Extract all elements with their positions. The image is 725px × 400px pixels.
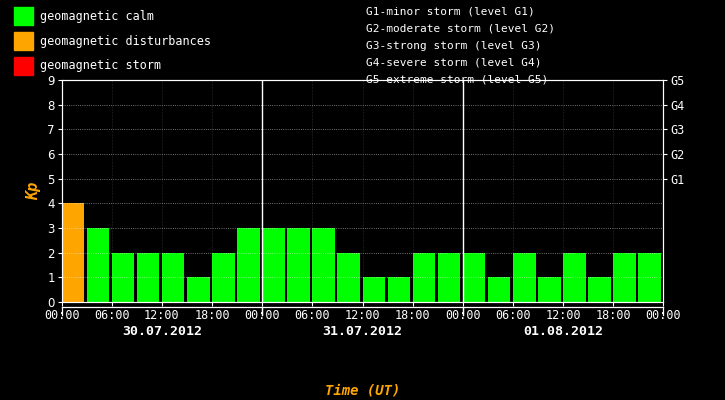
Bar (438, 253, 460, 302)
Text: G1-minor storm (level G1): G1-minor storm (level G1) (366, 6, 535, 16)
Bar (613, 253, 636, 302)
Bar (62, 203, 84, 302)
Bar (162, 253, 184, 302)
Bar (388, 277, 410, 302)
Bar (14, 8, 33, 25)
Text: 31.07.2012: 31.07.2012 (323, 325, 402, 338)
Text: geomagnetic calm: geomagnetic calm (40, 10, 154, 22)
Bar (14, 32, 33, 50)
Y-axis label: Kp: Kp (27, 182, 41, 200)
Bar (187, 277, 210, 302)
Bar (112, 253, 134, 302)
Bar (137, 253, 160, 302)
Bar (538, 277, 560, 302)
Text: G5-extreme storm (level G5): G5-extreme storm (level G5) (366, 75, 548, 85)
Text: geomagnetic disturbances: geomagnetic disturbances (40, 34, 211, 48)
Bar (237, 228, 260, 302)
Bar (212, 253, 235, 302)
Text: G4-severe storm (level G4): G4-severe storm (level G4) (366, 58, 542, 68)
Text: 01.08.2012: 01.08.2012 (523, 325, 603, 338)
Bar (87, 228, 109, 302)
Bar (362, 277, 385, 302)
Bar (463, 253, 485, 302)
Text: Time (UT): Time (UT) (325, 383, 400, 397)
Text: 30.07.2012: 30.07.2012 (122, 325, 202, 338)
Bar (287, 228, 310, 302)
Bar (312, 228, 335, 302)
Bar (638, 253, 661, 302)
Bar (413, 253, 435, 302)
Text: geomagnetic storm: geomagnetic storm (40, 60, 161, 72)
Bar (463, 253, 485, 302)
Text: G2-moderate storm (level G2): G2-moderate storm (level G2) (366, 24, 555, 34)
Bar (513, 253, 536, 302)
Bar (14, 57, 33, 74)
Bar (588, 277, 610, 302)
Bar (563, 253, 586, 302)
Bar (337, 253, 360, 302)
Text: G3-strong storm (level G3): G3-strong storm (level G3) (366, 41, 542, 51)
Bar (488, 277, 510, 302)
Bar (262, 228, 285, 302)
